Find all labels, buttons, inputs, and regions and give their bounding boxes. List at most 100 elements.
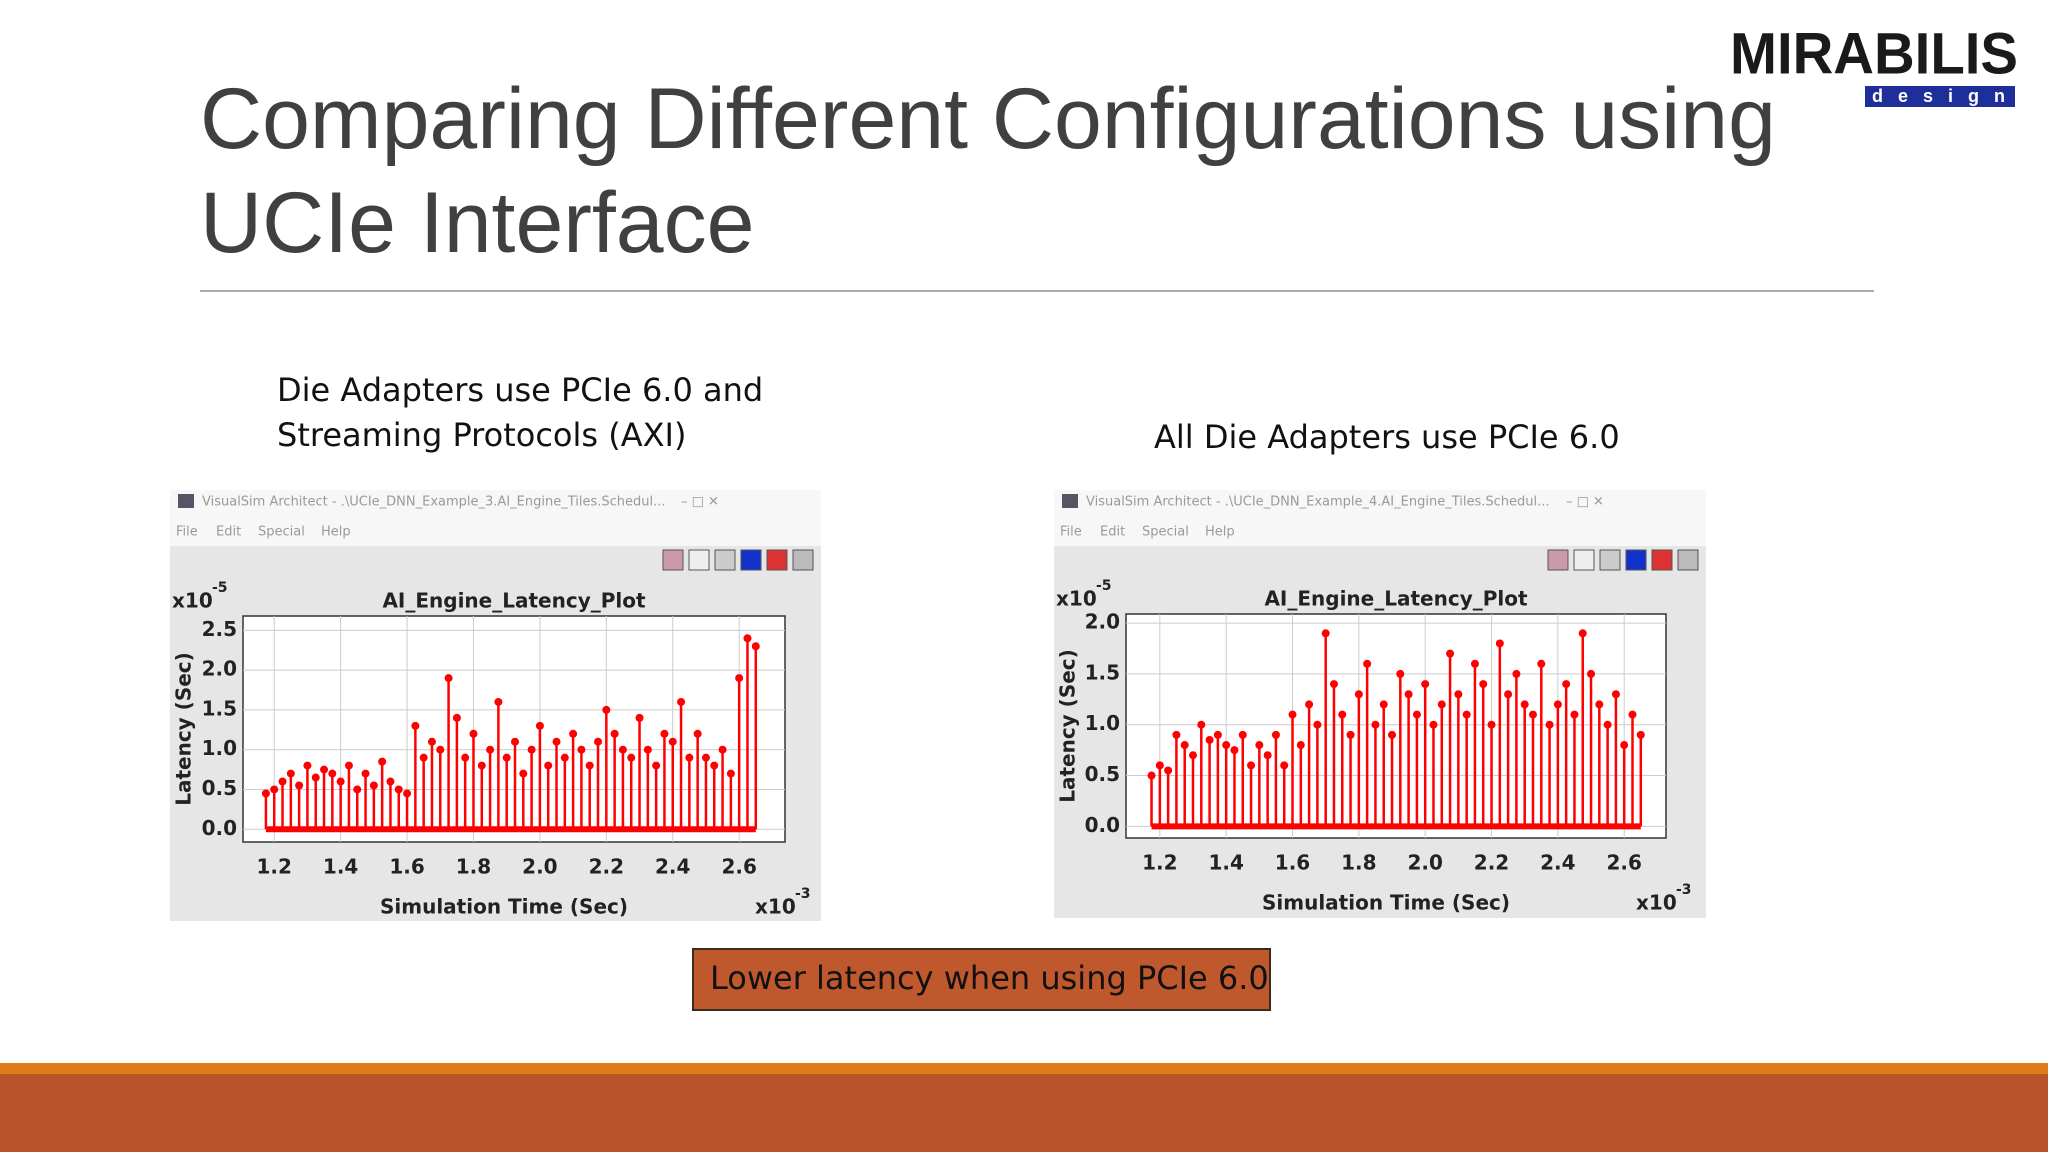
stem-marker (685, 753, 694, 762)
stem-marker (1354, 690, 1363, 699)
stem-marker (1595, 700, 1604, 709)
stem-marker (1537, 659, 1546, 668)
stem-marker (1512, 669, 1521, 678)
stem-marker (1504, 690, 1513, 699)
menu-item: Edit (216, 525, 241, 540)
x-tick-label: 1.8 (1341, 851, 1376, 875)
app-window: VisualSim Architect - .\UCIe_DNN_Example… (170, 490, 821, 921)
stem-marker (560, 753, 569, 762)
stem-marker (1446, 649, 1455, 658)
menu-item: Help (1205, 525, 1235, 540)
stem-marker (1247, 761, 1256, 770)
logo-band (1865, 86, 2015, 107)
stem-marker (469, 729, 478, 738)
caption: Streaming Protocols (AXI) (277, 416, 686, 454)
stem-marker (585, 761, 594, 770)
toolbar-button (688, 549, 710, 571)
stem-marker (1164, 766, 1173, 775)
stem-marker (652, 761, 661, 770)
menu-item: Special (1142, 525, 1189, 540)
stem-marker (303, 761, 312, 770)
stem-marker (1263, 751, 1272, 760)
stem-marker (1479, 680, 1488, 689)
y-tick-label: 0.5 (202, 776, 237, 800)
stem-marker (1205, 735, 1214, 744)
y-tick-label: 1.5 (1085, 660, 1120, 684)
stem-marker (643, 745, 652, 754)
x-tick-label: 1.4 (323, 855, 358, 879)
note-box (692, 948, 1271, 1011)
stem-marker (701, 753, 710, 762)
window-title: VisualSim Architect - .\UCIe_DNN_Example… (202, 495, 666, 510)
x-tick-label: 1.4 (1208, 851, 1243, 875)
stem-marker (1280, 761, 1289, 770)
stem-marker (1346, 730, 1355, 739)
y-scale-exponent: -5 (1096, 578, 1112, 594)
stem-marker (1172, 730, 1181, 739)
stem-marker (344, 761, 353, 770)
stem-marker (378, 757, 387, 766)
stem-marker (436, 745, 445, 754)
y-scale-base: x10 (1056, 587, 1097, 611)
stem-marker (403, 789, 412, 798)
stem-marker (535, 721, 544, 730)
stem-marker (519, 769, 528, 778)
slide-title: Comparing Different Configurations using (200, 71, 1776, 167)
stem-marker (1180, 741, 1189, 750)
x-tick-label: 2.0 (1407, 851, 1442, 875)
x-tick-label: 2.2 (1474, 851, 1509, 875)
x-tick-label: 1.8 (456, 855, 491, 879)
y-tick-label: 1.0 (1085, 711, 1120, 735)
chart-title: AI_Engine_Latency_Plot (382, 589, 646, 613)
stem-marker (1454, 690, 1463, 699)
stem-marker (278, 777, 287, 786)
stem-marker (1197, 720, 1206, 729)
y-tick-label: 0.0 (202, 816, 237, 840)
stem-marker (1147, 771, 1156, 780)
x-scale-exponent: -3 (1676, 882, 1692, 898)
stem-marker (668, 737, 677, 746)
stem-marker (618, 745, 627, 754)
y-scale-base: x10 (172, 589, 213, 613)
stem-marker (1271, 730, 1280, 739)
y-axis-label: Latency (Sec) (1056, 649, 1080, 803)
stem-marker (627, 753, 636, 762)
stem-marker (726, 769, 735, 778)
stem-marker (594, 737, 603, 746)
stem-marker (1404, 690, 1413, 699)
stem-marker (510, 737, 519, 746)
stem-marker (336, 777, 345, 786)
stem-marker (1288, 710, 1297, 719)
plot-area (1125, 613, 1667, 839)
stem-marker (486, 745, 495, 754)
stem-marker (1520, 700, 1529, 709)
y-tick-label: 2.5 (202, 617, 237, 641)
stem-marker (1495, 639, 1504, 648)
stem-marker (320, 765, 329, 774)
window-titlebar (170, 490, 821, 546)
stem-marker (328, 769, 337, 778)
stem-marker (1338, 710, 1347, 719)
stem-marker (361, 769, 370, 778)
stem-marker (710, 761, 719, 770)
note-text: Lower latency when using PCIe 6.0 (710, 959, 1269, 997)
caption: Die Adapters use PCIe 6.0 and (277, 371, 763, 409)
stem-marker (1545, 720, 1554, 729)
stem-marker (1562, 680, 1571, 689)
stem-marker (295, 781, 304, 790)
stem-marker (1578, 629, 1587, 638)
stem-marker (1230, 746, 1239, 755)
toolbar-button (740, 549, 762, 571)
stem-marker (527, 745, 536, 754)
window-controls: – □ ✕ (681, 495, 719, 510)
menu-item: File (1060, 525, 1082, 540)
x-tick-label: 2.0 (522, 855, 557, 879)
y-tick-label: 2.0 (1085, 610, 1120, 634)
toolbar-button (1547, 549, 1569, 571)
x-tick-label: 1.6 (1275, 851, 1310, 875)
stem-marker (502, 753, 511, 762)
stem-marker (552, 737, 561, 746)
stem-marker (1487, 720, 1496, 729)
stem-marker (1363, 659, 1372, 668)
